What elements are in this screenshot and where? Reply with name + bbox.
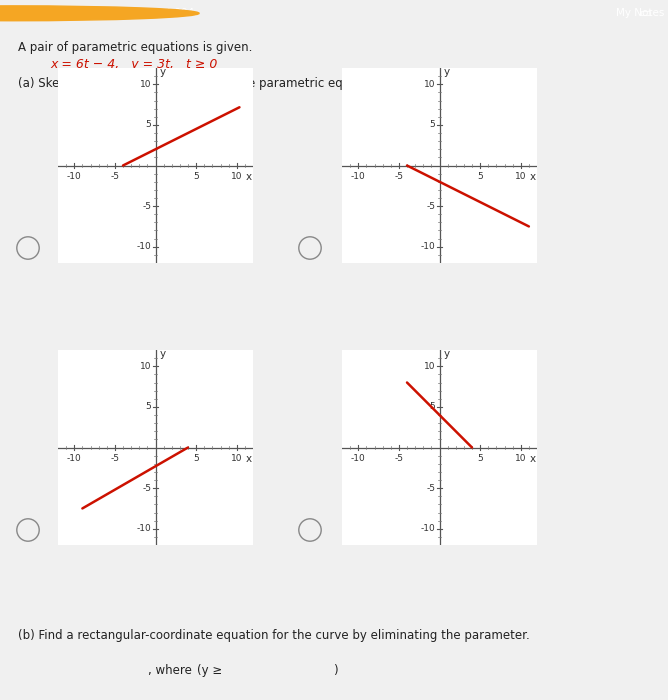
Text: -10: -10 xyxy=(67,454,81,463)
Text: 5: 5 xyxy=(193,172,199,181)
Text: -5: -5 xyxy=(426,484,436,493)
Text: -5: -5 xyxy=(110,172,120,181)
Text: 5: 5 xyxy=(430,120,436,130)
Text: -10: -10 xyxy=(137,524,152,533)
Text: 10: 10 xyxy=(515,172,526,181)
Text: ▭: ▭ xyxy=(640,7,652,20)
Text: -5: -5 xyxy=(142,484,152,493)
Text: 5: 5 xyxy=(430,402,436,412)
Text: y: y xyxy=(444,349,450,359)
Text: 10: 10 xyxy=(231,454,242,463)
Text: x = 6t − 4,   y = 3t,   t ≥ 0: x = 6t − 4, y = 3t, t ≥ 0 xyxy=(50,58,217,71)
Text: , where: , where xyxy=(148,664,192,676)
Text: -10: -10 xyxy=(67,172,81,181)
Text: ): ) xyxy=(333,664,337,676)
Text: 10: 10 xyxy=(231,172,242,181)
Text: -10: -10 xyxy=(137,242,152,251)
Text: 10: 10 xyxy=(424,80,436,89)
Text: -/1 points  SPreCalc6 8.4.004.: -/1 points SPreCalc6 8.4.004. xyxy=(43,8,198,18)
Text: -5: -5 xyxy=(142,202,152,211)
Text: 10: 10 xyxy=(424,362,436,371)
Text: 5: 5 xyxy=(477,454,483,463)
Text: x: x xyxy=(246,454,252,464)
Text: x: x xyxy=(246,172,252,182)
Text: -10: -10 xyxy=(351,454,365,463)
Text: -10: -10 xyxy=(421,524,436,533)
Text: A pair of parametric equations is given.: A pair of parametric equations is given. xyxy=(18,41,253,55)
Circle shape xyxy=(0,6,199,21)
Text: 5: 5 xyxy=(146,120,152,130)
Text: -5: -5 xyxy=(426,202,436,211)
Text: y: y xyxy=(160,349,166,359)
Text: 10: 10 xyxy=(515,454,526,463)
Text: 5: 5 xyxy=(193,454,199,463)
Text: (b) Find a rectangular-coordinate equation for the curve by eliminating the para: (b) Find a rectangular-coordinate equati… xyxy=(18,629,530,642)
Text: -5: -5 xyxy=(394,172,403,181)
Text: ●: ● xyxy=(8,8,16,18)
Text: 15.: 15. xyxy=(3,7,24,20)
Text: (y ≥: (y ≥ xyxy=(197,664,222,676)
Text: 10: 10 xyxy=(140,80,152,89)
Text: My Notes: My Notes xyxy=(617,8,665,18)
Text: -10: -10 xyxy=(351,172,365,181)
Text: y: y xyxy=(444,67,450,77)
Text: 10: 10 xyxy=(140,362,152,371)
Text: y: y xyxy=(160,67,166,77)
Text: x: x xyxy=(530,454,536,464)
Text: (a) Sketch the curve represented by the parametric equations.: (a) Sketch the curve represented by the … xyxy=(18,77,390,90)
Text: -10: -10 xyxy=(421,242,436,251)
Text: 5: 5 xyxy=(146,402,152,412)
Text: -5: -5 xyxy=(110,454,120,463)
Text: 5: 5 xyxy=(477,172,483,181)
Text: -5: -5 xyxy=(394,454,403,463)
Text: x: x xyxy=(530,172,536,182)
